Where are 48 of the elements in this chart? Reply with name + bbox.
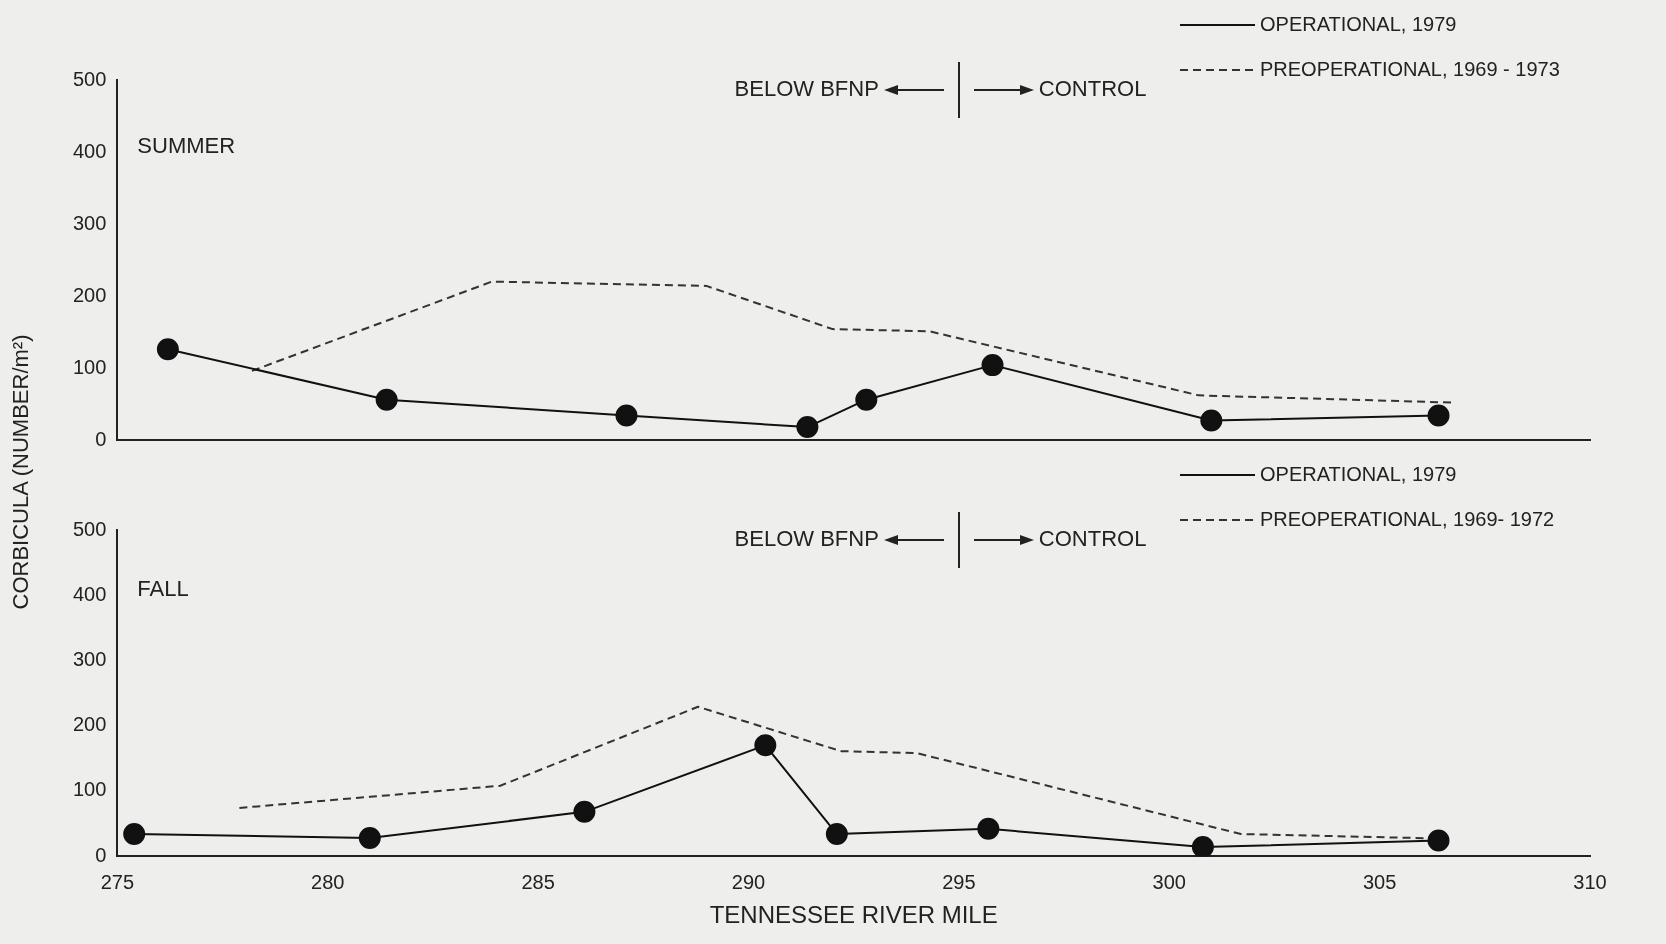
annotation: BELOW BFNP: [734, 526, 879, 552]
legend-label: OPERATIONAL, 1979: [1260, 12, 1457, 35]
y-tick-label: 0: [95, 427, 107, 450]
point: [1200, 409, 1223, 432]
point: [1427, 829, 1450, 852]
x-tick-label: 275: [100, 870, 135, 893]
point: [615, 404, 638, 427]
point: [375, 388, 398, 411]
y-tick-label: 500: [72, 517, 107, 540]
annotation: BELOW BFNP: [734, 76, 879, 102]
legend-label: OPERATIONAL, 1979: [1260, 462, 1457, 485]
y-axis-title: CORBICULA (NUMBER/m²): [8, 334, 34, 610]
y-tick-label: 0: [95, 843, 107, 866]
annotation: FALL: [137, 576, 189, 602]
annotation: CONTROL: [1038, 526, 1147, 552]
x-tick-label: 305: [1362, 870, 1397, 893]
y-tick-label: 100: [72, 778, 107, 801]
point: [825, 823, 848, 846]
x-tick-label: 295: [942, 870, 976, 893]
point: [358, 826, 381, 849]
point: [981, 354, 1004, 377]
point: [156, 338, 179, 361]
point: [754, 734, 777, 757]
y-tick-label: 500: [72, 67, 107, 90]
y-tick-label: 400: [72, 139, 107, 162]
y-tick-label: 200: [72, 283, 107, 306]
x-axis-title: TENNESSEE RIVER MILE: [709, 901, 998, 929]
point: [573, 800, 596, 823]
point: [796, 416, 819, 439]
y-tick-label: 300: [72, 211, 107, 234]
x-tick-label: 280: [311, 870, 345, 893]
point: [855, 388, 878, 411]
y-tick-label: 100: [72, 355, 107, 378]
point: [123, 823, 146, 846]
y-tick-label: 400: [72, 582, 107, 605]
annotation: SUMMER: [137, 133, 236, 159]
legend-label: PREOPERATIONAL, 1969- 1972: [1260, 507, 1555, 530]
x-tick-label: 285: [521, 870, 555, 893]
y-tick-label: 200: [72, 713, 107, 736]
annotation: CONTROL: [1038, 76, 1147, 102]
x-tick-label: 310: [1573, 870, 1607, 893]
x-tick-label: 290: [731, 870, 766, 893]
point: [1191, 836, 1214, 857]
y-tick-label: 300: [72, 648, 107, 670]
legend-label: PREOPERATIONAL, 1969 - 1973: [1260, 57, 1560, 80]
point: [977, 817, 1000, 840]
x-tick-label: 300: [1152, 870, 1186, 893]
point: [1427, 404, 1450, 427]
